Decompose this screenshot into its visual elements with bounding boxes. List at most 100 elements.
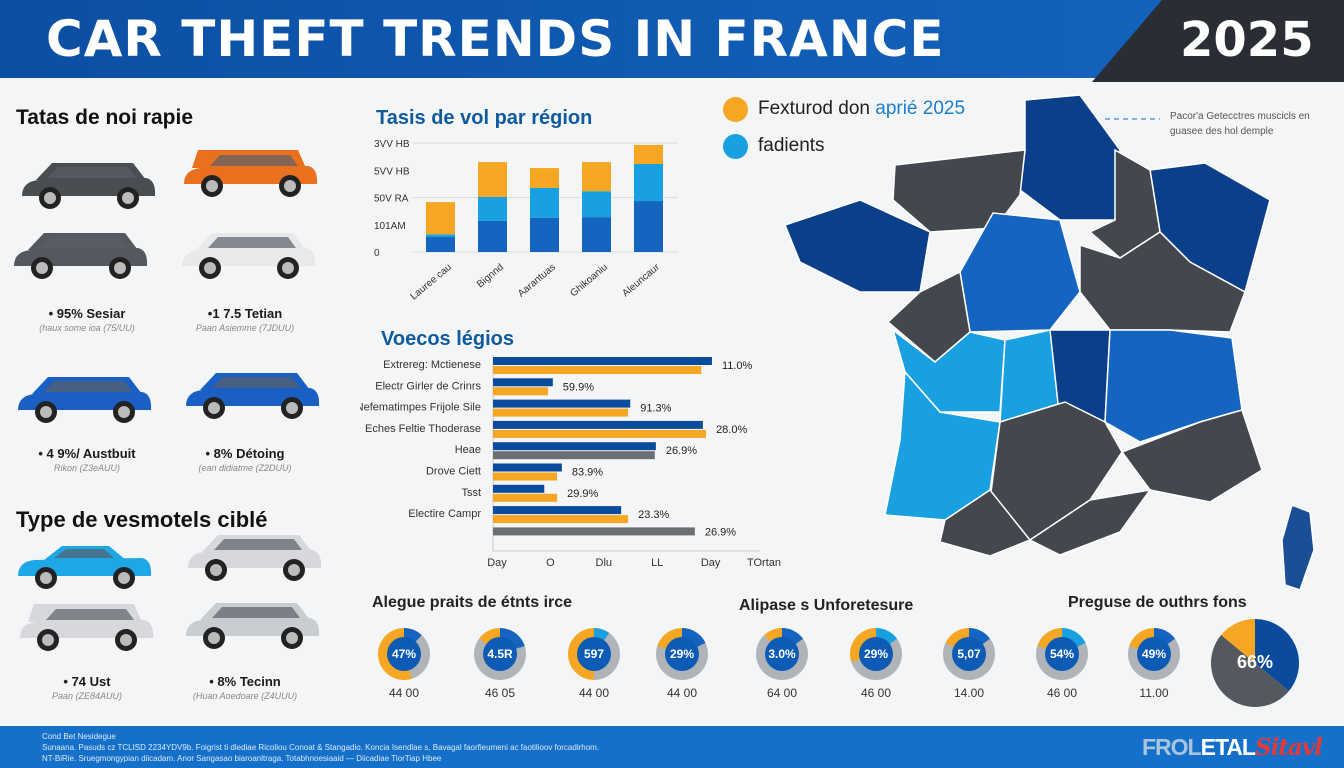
- footer-bar: [0, 726, 1344, 768]
- car-stat-label: • 74 Ust: [63, 674, 111, 689]
- y-tick-label: 3VV HB: [374, 139, 410, 150]
- car-stat-sub: (Huan Aoedoare (Z4UUU): [192, 691, 298, 701]
- map-region: [891, 328, 1006, 413]
- annotation-line: guasee des hol demple: [1170, 126, 1274, 137]
- x-tick-label: Lauree cau: [409, 262, 454, 303]
- donut-sub-label: 46 05: [484, 686, 516, 700]
- bar: [493, 472, 558, 481]
- row-label: Drove Ciett: [426, 466, 481, 478]
- annotation-leader-line: [1105, 118, 1160, 120]
- map-region: [892, 149, 1026, 233]
- donut-sub-label: 46 00: [860, 686, 892, 700]
- map-region: [1281, 504, 1315, 591]
- row-label: Extrereg: Mctienese: [383, 359, 481, 371]
- donut-sub-label: 44 00: [388, 686, 420, 700]
- donut-center-label: 29%: [859, 637, 893, 671]
- value-label: 11.0%: [722, 360, 753, 372]
- car-illustration: [186, 373, 320, 419]
- x-tick-label: LL: [651, 557, 663, 569]
- bar: [493, 493, 558, 502]
- y-tick-label: 101AM: [374, 221, 406, 232]
- value-label: 91.3%: [640, 403, 671, 415]
- car-stat-sub: (haux some ioa (75/UU): [39, 323, 135, 333]
- value-label: 28.0%: [716, 424, 747, 436]
- car-illustration: [22, 163, 156, 209]
- row-label: Electire Campr: [408, 508, 481, 520]
- pie-slice: [1255, 619, 1299, 692]
- year-label: 2025: [1180, 12, 1314, 68]
- map-region: [939, 488, 1032, 557]
- bar: [493, 366, 702, 374]
- map-region: [1120, 409, 1263, 503]
- map-region: [1028, 488, 1152, 556]
- donut-sub-label: 46 00: [1046, 686, 1078, 700]
- car-stat-label: •1 7.5 Tetian: [207, 306, 283, 321]
- x-tick-label: Aleuncaur: [620, 261, 662, 299]
- bar-segment: [426, 237, 455, 252]
- car-stat-sub: (ean didiatme (Z2DUU): [198, 463, 292, 473]
- bar-segment: [426, 202, 455, 235]
- region-bar-chart: 0 101AM 50V RA 5VV HB 3VV HB Lauree cau Bignnd…: [374, 139, 678, 303]
- car-illustration: [186, 603, 320, 649]
- donut-center-label: 29%: [665, 637, 699, 671]
- x-tick-label: Day: [701, 557, 721, 569]
- value-label: 29.9%: [567, 488, 598, 500]
- pie-chart: [1211, 619, 1299, 707]
- footer-line: Sunaana. Pasuds cz TCLISD 2234YDV9b. Foi…: [42, 743, 600, 752]
- value-label: 23.3%: [638, 509, 669, 521]
- donut-chart: 5,07: [943, 628, 995, 680]
- pie-center-label: 66%: [1236, 652, 1274, 672]
- bar: [493, 442, 656, 451]
- car-illustration: [20, 604, 154, 651]
- y-tick-label: 0: [374, 248, 380, 259]
- bar-segment: [582, 217, 611, 252]
- cars-heading: Tatas de noi rapie: [16, 106, 193, 129]
- bar-segment: [634, 144, 663, 164]
- bar: [493, 506, 622, 515]
- donut-center-label: 5,07: [952, 637, 986, 671]
- donut-chart: 49%: [1128, 628, 1180, 680]
- car-stat-sub: Paan (ZE84AUU): [51, 691, 123, 701]
- bar: [493, 527, 695, 536]
- footer-line: NT-BiRie. Sruegmongypian diicadam. Anor …: [42, 754, 442, 763]
- bar: [493, 484, 545, 493]
- bar: [493, 408, 629, 417]
- bar-segment: [530, 168, 559, 188]
- x-tick-label: Ghikoaniu: [568, 262, 610, 299]
- pie-heading: Preguse de outhrs fons: [1068, 594, 1247, 611]
- bar-segment: [478, 220, 507, 252]
- row-label: Tsst: [461, 487, 481, 499]
- car-stat-label: • 4 9%/ Austbuit: [38, 446, 136, 461]
- brand-logo: FROLETALSitavl: [1142, 734, 1323, 761]
- map-region: [1088, 148, 1161, 259]
- value-label: 83.9%: [572, 467, 603, 479]
- legend-label: Fexturod don aprié 2025: [758, 98, 965, 120]
- bar: [493, 451, 655, 460]
- bar-segment: [530, 217, 559, 252]
- bar-segment: [530, 187, 559, 218]
- map-region: [784, 199, 931, 293]
- logo-part: Sitavl: [1254, 734, 1323, 761]
- map-region: [989, 401, 1123, 541]
- y-tick-label: 50V RA: [374, 194, 409, 205]
- annotation-line: Pacor'a Getecctres muscicls en: [1170, 111, 1310, 122]
- value-label: 26.9%: [666, 445, 697, 457]
- car-illustration: [184, 150, 318, 197]
- pie-slice: [1221, 619, 1255, 663]
- donut-chart: 54%: [1036, 628, 1088, 680]
- donut-center-label: 4.5R: [483, 637, 517, 671]
- map-region: [959, 212, 1081, 333]
- donut-chart: 3.0%: [756, 628, 808, 680]
- map-region: [884, 370, 1001, 521]
- bar-segment: [582, 162, 611, 192]
- donut-center-label: 54%: [1045, 637, 1079, 671]
- x-tick-label: Bignnd: [475, 262, 506, 290]
- map-region: [999, 329, 1066, 424]
- car-illustration: [18, 546, 152, 589]
- bar: [493, 378, 553, 387]
- x-tick-label: Aarantuas: [516, 262, 558, 300]
- map-region: [1149, 162, 1271, 294]
- horizontal-chart-title: Voecos légios: [381, 328, 515, 350]
- car-stat-sub: Paan Asiemme (7JDUU): [195, 323, 295, 333]
- donut-sub-label: 14.00: [953, 686, 985, 700]
